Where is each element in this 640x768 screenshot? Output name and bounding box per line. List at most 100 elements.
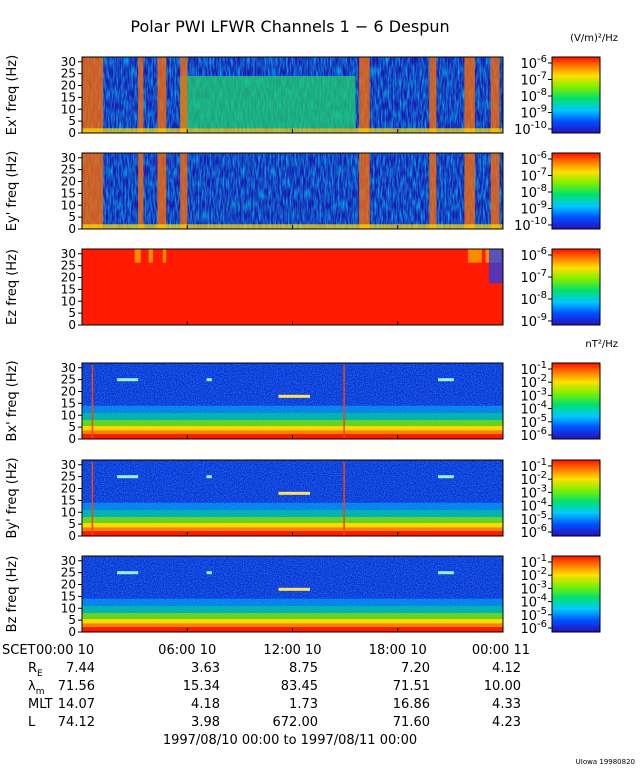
heatmap-feature <box>82 153 104 229</box>
heatmap-band <box>82 517 503 523</box>
colorbar-scale <box>551 248 601 326</box>
ephemeris-value: 7.20 <box>401 661 430 676</box>
y-tick-label: 15 <box>61 589 76 603</box>
y-tick-label: 30 <box>61 554 76 568</box>
colorbar-label: 10-1 <box>520 553 547 571</box>
tone-line <box>278 394 311 398</box>
colorbar-label: 10-6 <box>520 523 547 541</box>
y-tick-label: 30 <box>61 151 76 165</box>
heatmap-band <box>82 509 503 517</box>
heatmap-band <box>82 405 503 413</box>
tone-line <box>206 571 212 575</box>
colorbar-scale <box>551 56 601 134</box>
heatmap-feature <box>138 57 144 133</box>
colorbar-0: 10-610-710-810-910-10 (V/m)²/Hz <box>514 33 618 138</box>
y-tick-label: 15 <box>61 282 76 296</box>
heatmap-band <box>82 425 503 431</box>
tone-line <box>438 571 454 575</box>
heatmap-band <box>82 623 503 628</box>
y-tick-label: 10 <box>61 102 76 116</box>
y-tick-label: 0 <box>68 126 76 140</box>
colorbar-2: 10-6 10-7 10-8 10-9 <box>520 246 601 330</box>
y-tick-label: 25 <box>61 163 76 177</box>
y-tick-label: 30 <box>61 361 76 375</box>
heatmap-feature <box>157 57 167 133</box>
colorbar-scale <box>551 152 601 230</box>
colorbar-label: 10-9 <box>520 312 547 330</box>
tone-line <box>278 491 311 495</box>
ephemeris-value: 83.45 <box>281 679 318 694</box>
y-tick-label: 15 <box>61 186 76 200</box>
ephemeris-value: 14.07 <box>58 697 95 712</box>
heatmap-band <box>82 412 503 420</box>
figure-title: Polar PWI LFWR Channels 1 − 6 Despun <box>130 17 449 36</box>
y-tick-label: 15 <box>61 493 76 507</box>
ephemeris-label: MLT <box>28 697 53 712</box>
tone-line <box>117 571 139 575</box>
tone-line <box>438 378 454 382</box>
y-tick-label: 5 <box>68 210 76 224</box>
y-tick-label: 20 <box>61 271 76 285</box>
colorbar-label: 10-1 <box>520 457 547 475</box>
y-tick-label: 25 <box>61 470 76 484</box>
colorbar-label: 10-1 <box>520 360 547 378</box>
y-tick-label: 0 <box>68 625 76 639</box>
colorbar-label: 10-6 <box>520 246 547 264</box>
y-tick-label: 30 <box>61 247 76 261</box>
ephemeris-value: 71.56 <box>58 679 95 694</box>
heatmap-band <box>82 605 503 613</box>
tone-line <box>438 475 454 479</box>
colorbar-scale <box>551 362 601 440</box>
credit: UIowa 19980820 <box>576 758 635 766</box>
colorbar-label: 10-2 <box>520 566 547 584</box>
heatmap-feature <box>429 57 437 133</box>
colorbar-label: 10-10 <box>514 216 547 234</box>
colorbar-label: 10-4 <box>520 400 547 418</box>
y-tick-label: 10 <box>61 294 76 308</box>
colorbar-5: 10-110-210-310-410-510-6 <box>520 553 601 637</box>
y-tick-label: 25 <box>61 373 76 387</box>
y-tick-label: 15 <box>61 396 76 410</box>
heatmap-feature <box>464 153 475 229</box>
colorbar-label: 10-6 <box>520 426 547 444</box>
colorbar-1: 10-610-710-810-910-10 <box>514 150 601 234</box>
heatmap-band <box>82 522 503 528</box>
ephemeris-value: 4.12 <box>492 661 521 676</box>
heatmap-feature <box>138 153 144 229</box>
y-tick-label: 0 <box>68 432 76 446</box>
colorbar-label: 10-7 <box>520 268 547 286</box>
ephemeris-value: 3.63 <box>191 661 220 676</box>
y-axis-label: Ey' freq (Hz) <box>5 151 20 231</box>
tone-line <box>206 378 212 382</box>
heatmap-feature <box>490 57 500 133</box>
y-tick-label: 5 <box>68 420 76 434</box>
ephemeris-value: 4.23 <box>492 715 521 730</box>
heatmap-feature <box>82 57 104 133</box>
colorbar-label: 10-9 <box>520 200 547 218</box>
footer: SCET 00:00 10 06:00 10 12:00 10 18:00 10 00:… <box>2 643 635 766</box>
heatmap-feature <box>134 249 141 263</box>
y-tick-label: 20 <box>61 578 76 592</box>
y-tick-label: 20 <box>61 175 76 189</box>
heatmap-feature <box>467 249 482 263</box>
time-tick-label: 06:00 10 <box>158 643 216 658</box>
ephemeris-label: L <box>28 715 36 730</box>
colorbar-label: 10-7 <box>520 167 547 185</box>
time-range: 1997/08/10 00:00 to 1997/08/11 00:00 <box>163 733 417 748</box>
heatmap-feature <box>180 153 188 229</box>
colorbar-label: 10-4 <box>520 593 547 611</box>
colorbar-label: 10-8 <box>520 290 547 308</box>
time-tick-label: 00:00 11 <box>472 643 530 658</box>
y-tick-label: 25 <box>61 259 76 273</box>
y-axis-label: By' freq (Hz) <box>5 457 20 538</box>
heatmap-feature <box>359 57 370 133</box>
heatmap-feature <box>157 153 167 229</box>
y-tick-label: 10 <box>61 601 76 615</box>
scet-label: SCET <box>2 643 36 658</box>
colorbar-label: 10-6 <box>520 54 547 72</box>
y-tick-label: 20 <box>61 482 76 496</box>
colorbar-label: 10-4 <box>520 497 547 515</box>
colorbar-label: 10-3 <box>520 579 547 597</box>
